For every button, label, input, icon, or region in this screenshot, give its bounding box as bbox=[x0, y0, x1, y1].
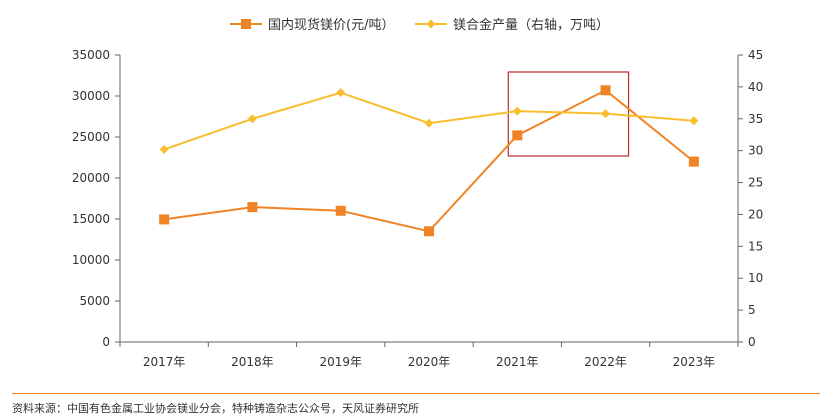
left-tick-label: 10000 bbox=[72, 253, 110, 267]
right-tick-label: 30 bbox=[748, 144, 763, 158]
data-point-diamond bbox=[424, 118, 434, 128]
data-point-diamond bbox=[512, 106, 522, 116]
left-tick-label: 5000 bbox=[79, 294, 110, 308]
left-tick-label: 20000 bbox=[72, 171, 110, 185]
legend-marker-square bbox=[241, 19, 251, 29]
left-tick-label: 30000 bbox=[72, 89, 110, 103]
x-tick-label: 2017年 bbox=[143, 355, 186, 369]
data-point-square bbox=[159, 214, 170, 225]
source-divider bbox=[12, 393, 820, 394]
right-tick-label: 5 bbox=[748, 303, 756, 317]
left-tick-label: 25000 bbox=[72, 130, 110, 144]
x-tick-label: 2023年 bbox=[673, 355, 716, 369]
legend: 国内现货镁价(元/吨） 镁合金产量（右轴，万吨） bbox=[230, 17, 609, 33]
left-tick-label: 0 bbox=[102, 335, 110, 349]
left-tick-label: 15000 bbox=[72, 212, 110, 226]
right-tick-label: 10 bbox=[748, 271, 763, 285]
data-point-diamond bbox=[247, 114, 257, 124]
legend-marker-diamond bbox=[426, 19, 436, 29]
left-axis: 0 5000 10000 15000 20000 25000 30000 35000 bbox=[72, 48, 121, 349]
data-point-square bbox=[247, 202, 258, 213]
right-tick-label: 35 bbox=[748, 112, 763, 126]
data-point-diamond bbox=[689, 116, 699, 126]
right-tick-label: 25 bbox=[748, 176, 763, 190]
x-tick-label: 2021年 bbox=[496, 355, 539, 369]
left-tick-label: 35000 bbox=[72, 48, 110, 62]
right-axis: 0 5 10 15 20 25 30 35 40 45 bbox=[737, 48, 763, 349]
x-tick-label: 2022年 bbox=[584, 355, 627, 369]
right-tick-label: 20 bbox=[748, 207, 763, 221]
legend-label: 镁合金产量（右轴，万吨） bbox=[453, 17, 609, 33]
series-layer bbox=[159, 85, 699, 237]
x-tick-label: 2019年 bbox=[319, 355, 362, 369]
x-axis: 2017年 2018年 2019年 2020年 2021年 2022年 2023年 bbox=[119, 341, 739, 369]
right-tick-label: 0 bbox=[748, 335, 756, 349]
x-tick-label: 2018年 bbox=[231, 355, 274, 369]
right-tick-label: 15 bbox=[748, 239, 763, 253]
data-point-diamond bbox=[601, 109, 611, 119]
data-point-diamond bbox=[336, 88, 346, 98]
legend-label: 国内现货镁价(元/吨） bbox=[268, 17, 394, 33]
source-note: 资料来源：中国有色金属工业协会镁业分会，特种铸造杂志公众号，天风证券研究所 bbox=[12, 402, 419, 415]
right-tick-label: 40 bbox=[748, 80, 763, 94]
data-point-square bbox=[600, 85, 611, 96]
highlight-rect bbox=[507, 71, 630, 157]
series-line-1 bbox=[164, 89, 695, 233]
highlight-box bbox=[507, 71, 630, 157]
right-tick-label: 45 bbox=[748, 48, 763, 62]
data-point-square bbox=[335, 205, 346, 216]
x-tick-label: 2020年 bbox=[408, 355, 451, 369]
data-point-diamond bbox=[159, 144, 169, 154]
data-point-square bbox=[424, 226, 434, 237]
data-point-square bbox=[688, 156, 699, 167]
data-point-square bbox=[512, 130, 523, 141]
